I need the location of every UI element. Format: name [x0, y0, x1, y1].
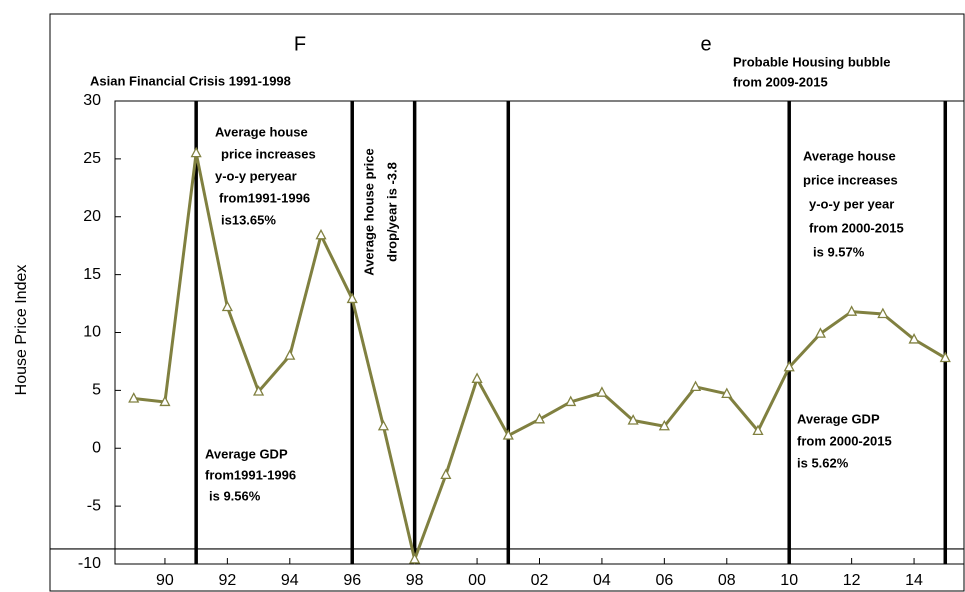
point-marker — [689, 380, 702, 392]
x-tick-label: 12 — [843, 572, 861, 589]
y-tick-label: -5 — [87, 497, 101, 514]
annotation: drop/year is -3.8 — [384, 162, 399, 262]
point-marker — [596, 386, 608, 397]
point-marker — [284, 349, 296, 360]
point-marker — [814, 327, 826, 338]
annotation: y-o-y per year — [809, 196, 894, 211]
x-tick-label: 14 — [905, 572, 923, 589]
annotation: is13.65% — [221, 212, 276, 227]
point-marker — [752, 424, 764, 436]
point-marker — [939, 351, 951, 363]
point-marker — [846, 305, 858, 316]
point-marker — [471, 372, 483, 383]
point-marker — [627, 414, 639, 425]
point-marker — [409, 552, 421, 564]
title-fragment: F — [294, 33, 306, 55]
x-tick-label: 92 — [218, 572, 236, 589]
point-marker — [253, 385, 265, 396]
annotation: y-o-y peryear — [215, 168, 297, 183]
y-tick-label: -10 — [78, 555, 101, 572]
x-tick-label: 02 — [531, 572, 549, 589]
x-tick-label: 08 — [718, 572, 736, 589]
annotation: Average house price — [361, 148, 376, 275]
annotation: is 9.57% — [813, 244, 865, 259]
y-axis-label: House Price Index — [13, 265, 30, 396]
y-tick-label: 15 — [83, 266, 101, 283]
point-marker — [440, 468, 452, 480]
x-tick-label: 06 — [655, 572, 673, 589]
point-marker — [221, 300, 233, 312]
y-tick-label: 5 — [92, 382, 101, 399]
annotation: price increases — [221, 146, 316, 161]
annotation: from 2009-2015 — [733, 74, 828, 89]
y-tick-label: 25 — [83, 150, 101, 167]
y-tick-label: 20 — [83, 208, 101, 225]
point-marker — [159, 395, 171, 407]
x-tick-label: 10 — [780, 572, 798, 589]
point-marker — [721, 387, 733, 398]
point-marker — [346, 292, 358, 304]
x-tick-label: 90 — [156, 572, 174, 589]
annotation: Asian Financial Crisis 1991-1998 — [90, 73, 291, 88]
annotation: from 2000-2015 — [809, 220, 904, 235]
point-marker — [533, 412, 546, 424]
annotation: is 9.56% — [209, 488, 261, 503]
point-marker — [315, 228, 327, 240]
x-tick-label: 04 — [593, 572, 611, 589]
point-marker — [377, 419, 390, 431]
annotation: price increases — [803, 172, 898, 187]
annotation: from1991-1996 — [219, 190, 310, 205]
annotation: is 5.62% — [797, 455, 849, 470]
point-marker — [565, 395, 577, 407]
point-marker — [783, 360, 795, 372]
x-tick-label: 00 — [468, 572, 486, 589]
point-marker — [877, 307, 889, 319]
annotation: Average house — [215, 124, 308, 139]
annotation: from1991-1996 — [205, 467, 296, 482]
y-tick-label: 30 — [83, 92, 101, 109]
point-marker — [908, 333, 920, 344]
annotation: Average GDP — [797, 411, 880, 426]
annotation: from 2000-2015 — [797, 433, 892, 448]
x-tick-label: 94 — [281, 572, 299, 589]
x-tick-label: 98 — [406, 572, 424, 589]
y-tick-label: 0 — [92, 439, 101, 456]
point-marker — [128, 392, 140, 403]
annotation: Probable Housing bubble — [733, 54, 890, 69]
point-marker — [502, 429, 514, 440]
annotation: Average GDP — [205, 446, 288, 461]
point-marker — [190, 146, 202, 158]
title-fragment: e — [700, 33, 711, 55]
point-marker — [658, 419, 670, 431]
x-tick-label: 96 — [343, 572, 361, 589]
annotation: Average house — [803, 148, 896, 163]
y-tick-label: 10 — [83, 324, 101, 341]
